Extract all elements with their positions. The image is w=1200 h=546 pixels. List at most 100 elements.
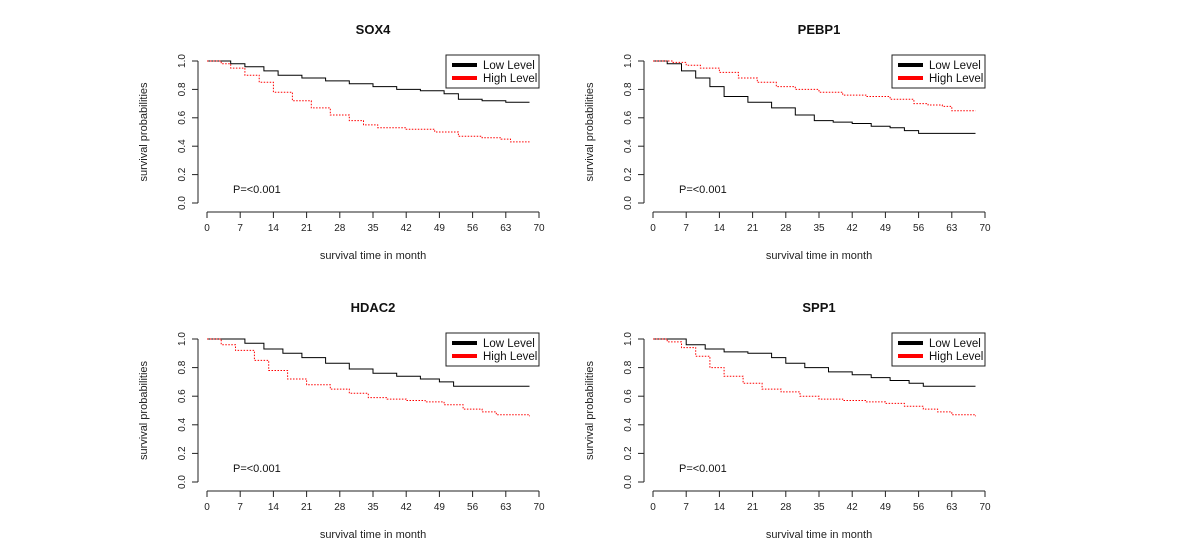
x-tick-label: 70 xyxy=(979,223,991,234)
y-tick-label: 0.4 xyxy=(623,417,634,431)
y-tick-label: 1.0 xyxy=(177,332,188,346)
x-tick-label: 21 xyxy=(747,223,759,234)
x-tick-label: 70 xyxy=(979,502,991,513)
x-axis-label: survival time in month xyxy=(320,529,426,541)
y-tick-label: 0.2 xyxy=(177,167,188,181)
legend-label: Low Level xyxy=(929,60,981,72)
x-tick-label: 42 xyxy=(847,502,859,513)
p-value-annotation: P=<0.001 xyxy=(679,184,727,196)
survival-curve-low-level xyxy=(207,338,530,387)
km-panel-hdac2: HDAC2 0.0 0.2 0.4 0.6 0.8 1.0 survival probabil… xyxy=(138,300,545,541)
legend-box xyxy=(891,332,986,367)
legend-label: Low Level xyxy=(483,338,535,350)
x-tick-label: 42 xyxy=(847,223,859,234)
legend-box xyxy=(891,54,986,89)
legend-box xyxy=(445,54,540,89)
x-tick-label: 49 xyxy=(880,502,892,513)
x-tick-label: 14 xyxy=(268,502,280,513)
panel-title: SOX4 xyxy=(356,22,391,37)
y-axis-label: survival probabilities xyxy=(138,360,150,460)
y-tick-label: 0.4 xyxy=(177,417,188,431)
x-tick-label: 56 xyxy=(913,223,925,234)
x-axis-label: survival time in month xyxy=(766,529,872,541)
y-tick-label: 0.2 xyxy=(177,446,188,460)
km-panel-sox4: SOX4 0.0 0.2 0.4 0.6 0.8 1.0 survival probabili… xyxy=(138,22,545,262)
survival-curve-high-level xyxy=(653,338,976,417)
legend-label: High Level xyxy=(483,351,537,363)
x-tick-label: 7 xyxy=(683,223,689,234)
x-tick-label: 14 xyxy=(714,223,726,234)
x-tick-label: 49 xyxy=(434,223,446,234)
x-tick-label: 14 xyxy=(714,502,726,513)
x-tick-label: 63 xyxy=(946,502,958,513)
x-axis-label: survival time in month xyxy=(320,250,426,262)
y-tick-label: 0.0 xyxy=(623,475,634,489)
x-tick-label: 56 xyxy=(467,223,479,234)
y-tick-label: 0.6 xyxy=(623,110,634,124)
x-tick-label: 0 xyxy=(650,502,656,513)
legend-label: High Level xyxy=(929,351,983,363)
y-tick-label: 0.4 xyxy=(623,139,634,153)
y-tick-label: 1.0 xyxy=(623,54,634,68)
survival-curve-low-level xyxy=(207,60,530,103)
legend-label: Low Level xyxy=(483,60,535,72)
p-value-annotation: P=<0.001 xyxy=(679,463,727,475)
x-tick-label: 28 xyxy=(334,223,346,234)
x-tick-label: 70 xyxy=(533,223,545,234)
km-panel-spp1: SPP1 0.0 0.2 0.4 0.6 0.8 1.0 survival probabili… xyxy=(584,300,991,541)
x-tick-label: 63 xyxy=(500,223,512,234)
x-tick-label: 21 xyxy=(301,502,313,513)
x-tick-label: 49 xyxy=(880,223,892,234)
y-tick-label: 0.8 xyxy=(623,82,634,96)
y-axis-label: survival probabilities xyxy=(584,360,596,460)
y-tick-label: 0.0 xyxy=(177,475,188,489)
survival-curve-low-level xyxy=(653,338,976,387)
legend-label: High Level xyxy=(483,73,537,85)
x-tick-label: 42 xyxy=(401,502,413,513)
x-tick-label: 14 xyxy=(268,223,280,234)
legend-box xyxy=(445,332,540,367)
y-tick-label: 0.6 xyxy=(623,389,634,403)
x-tick-label: 0 xyxy=(650,223,656,234)
survival-curve-high-level xyxy=(653,60,976,112)
survival-curve-low-level xyxy=(653,60,976,134)
x-tick-label: 21 xyxy=(301,223,313,234)
panel-title: HDAC2 xyxy=(351,300,396,315)
x-axis-label: survival time in month xyxy=(766,250,872,262)
y-axis-label: survival probabilities xyxy=(138,82,150,182)
x-tick-label: 35 xyxy=(813,223,825,234)
x-tick-label: 70 xyxy=(533,502,545,513)
y-tick-label: 0.8 xyxy=(177,360,188,374)
x-tick-label: 7 xyxy=(237,223,243,234)
y-tick-label: 0.0 xyxy=(623,196,634,210)
survival-curve-high-level xyxy=(207,60,530,143)
y-tick-label: 1.0 xyxy=(177,54,188,68)
x-tick-label: 0 xyxy=(204,502,210,513)
x-tick-label: 0 xyxy=(204,223,210,234)
p-value-annotation: P=<0.001 xyxy=(233,184,281,196)
x-tick-label: 28 xyxy=(780,502,792,513)
x-tick-label: 63 xyxy=(946,223,958,234)
legend-label: High Level xyxy=(929,73,983,85)
y-tick-label: 0.8 xyxy=(623,360,634,374)
y-tick-label: 0.6 xyxy=(177,389,188,403)
panel-title: PEBP1 xyxy=(798,22,841,37)
y-tick-label: 0.0 xyxy=(177,196,188,210)
y-tick-label: 0.2 xyxy=(623,446,634,460)
x-tick-label: 35 xyxy=(813,502,825,513)
y-tick-label: 0.6 xyxy=(177,110,188,124)
x-tick-label: 28 xyxy=(780,223,792,234)
x-tick-label: 42 xyxy=(401,223,413,234)
y-tick-label: 1.0 xyxy=(623,332,634,346)
y-tick-label: 0.4 xyxy=(177,139,188,153)
x-tick-label: 7 xyxy=(237,502,243,513)
y-axis-label: survival probabilities xyxy=(584,82,596,182)
x-tick-label: 28 xyxy=(334,502,346,513)
x-tick-label: 35 xyxy=(367,502,379,513)
y-tick-label: 0.8 xyxy=(177,82,188,96)
p-value-annotation: P=<0.001 xyxy=(233,463,281,475)
x-tick-label: 35 xyxy=(367,223,379,234)
legend-label: Low Level xyxy=(929,338,981,350)
x-tick-label: 49 xyxy=(434,502,446,513)
